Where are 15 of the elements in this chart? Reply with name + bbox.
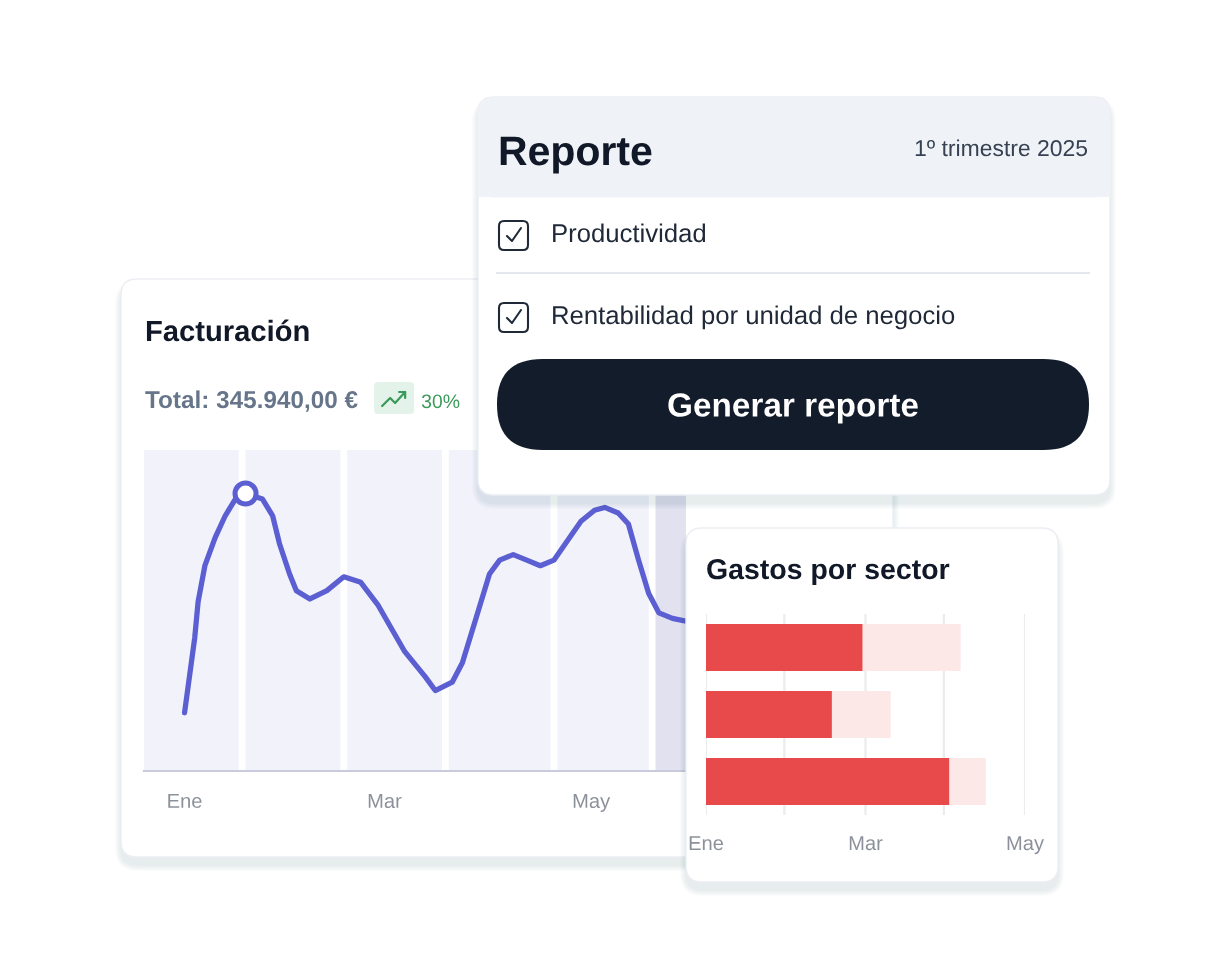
chart-subtitle: Total: 345.940,00 € bbox=[145, 390, 358, 412]
ref-line-label: May bbox=[1007, 836, 1044, 855]
text: 1º trimestre 2025 bbox=[915, 139, 1088, 157]
ref-line-label: Ene bbox=[689, 836, 724, 851]
text: Generar reporte bbox=[668, 393, 918, 424]
x-tick-label: May bbox=[573, 793, 611, 812]
ref-line-label: Mar bbox=[849, 836, 883, 851]
chart-title: Gastos por sector bbox=[707, 559, 950, 585]
x-tick-label: Ene bbox=[168, 793, 202, 809]
text: Productividad bbox=[553, 223, 706, 243]
chart-title: Facturación bbox=[146, 319, 309, 342]
text: 30% bbox=[421, 394, 460, 409]
x-tick-label: Mar bbox=[368, 793, 402, 809]
text: Reporte bbox=[500, 136, 652, 174]
text: Rentabilidad por unidad de negocio bbox=[553, 305, 955, 330]
